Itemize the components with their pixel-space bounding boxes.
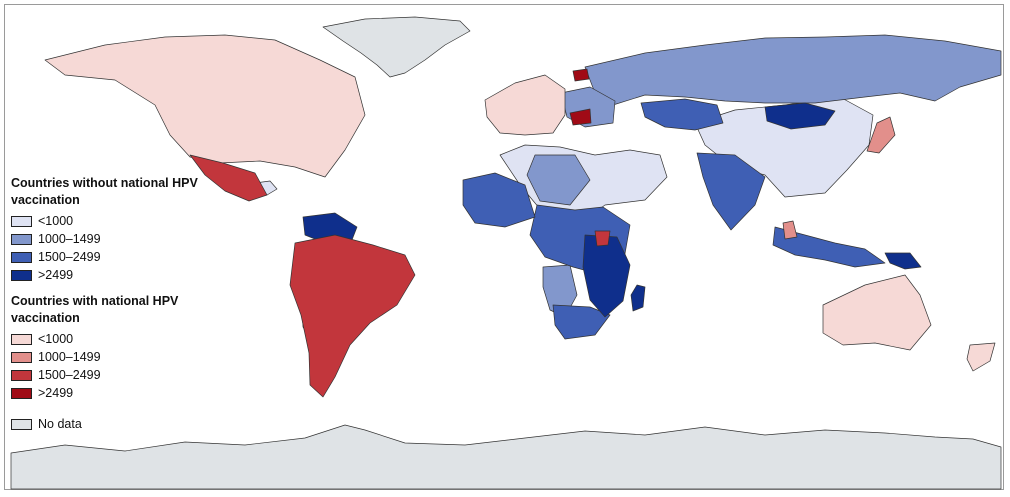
region-japan — [866, 116, 896, 154]
region-papua-new-guinea — [884, 252, 922, 270]
map-legend: Countries without national HPV vaccinati… — [11, 175, 201, 433]
legend-swatch — [11, 369, 32, 381]
legend-swatch — [11, 215, 32, 227]
legend-swatch — [11, 387, 32, 399]
legend-label: 1000–1499 — [38, 350, 101, 364]
legend-item-without-gt2499: >2499 — [11, 266, 201, 284]
legend-swatch — [11, 233, 32, 245]
legend-item-without-1000-1499: 1000–1499 — [11, 230, 201, 248]
legend-heading-without-vaccination: Countries without national HPV vaccinati… — [11, 176, 198, 207]
region-southern-africa-south — [552, 304, 611, 340]
region-greenland — [322, 16, 471, 78]
region-antarctica — [10, 424, 1002, 490]
legend-item-without-1500-2499: 1500–2499 — [11, 248, 201, 266]
region-malaysia — [782, 220, 798, 240]
legend-item-without-lt1000: <1000 — [11, 212, 201, 230]
legend-item-no-data: No data — [11, 415, 201, 433]
region-madagascar — [630, 284, 646, 312]
region-west-africa — [462, 172, 536, 228]
region-australia — [822, 274, 932, 351]
region-mexico — [189, 154, 268, 202]
region-russia — [584, 34, 1002, 106]
region-latvia — [572, 68, 590, 82]
legend-item-with-1000-1499: 1000–1499 — [11, 348, 201, 366]
legend-swatch — [11, 333, 32, 345]
legend-item-with-lt1000: <1000 — [11, 330, 201, 348]
world-choropleth-map — [10, 16, 1002, 490]
region-north-america — [44, 34, 366, 178]
region-romania — [569, 108, 592, 126]
legend-swatch — [11, 351, 32, 363]
legend-label: 1000–1499 — [38, 232, 101, 246]
legend-label: >2499 — [38, 386, 74, 400]
legend-swatch — [11, 418, 32, 430]
legend-label: 1500–2499 — [38, 368, 101, 382]
legend-item-with-gt2499: >2499 — [11, 384, 201, 402]
region-brazil-southern-cone — [289, 234, 416, 398]
region-uganda — [594, 230, 611, 247]
region-south-asia — [696, 152, 766, 231]
region-east-africa — [582, 234, 631, 318]
region-kazakhstan — [640, 98, 724, 131]
legend-label: <1000 — [38, 214, 74, 228]
legend-label: No data — [38, 417, 82, 431]
region-western-europe — [484, 74, 566, 136]
region-southeast-asia-islands — [772, 226, 886, 268]
legend-spacer — [11, 284, 201, 293]
legend-swatch — [11, 251, 32, 263]
region-mongolia — [764, 102, 836, 130]
region-new-zealand — [966, 342, 996, 372]
legend-swatch — [11, 269, 32, 281]
legend-item-with-1500-2499: 1500–2499 — [11, 366, 201, 384]
legend-label: 1500–2499 — [38, 250, 101, 264]
legend-label: <1000 — [38, 332, 74, 346]
region-sahel — [526, 154, 591, 206]
legend-label: >2499 — [38, 268, 74, 282]
legend-heading-with-vaccination: Countries with national HPV vaccination — [11, 294, 179, 325]
map-frame — [4, 4, 1004, 490]
